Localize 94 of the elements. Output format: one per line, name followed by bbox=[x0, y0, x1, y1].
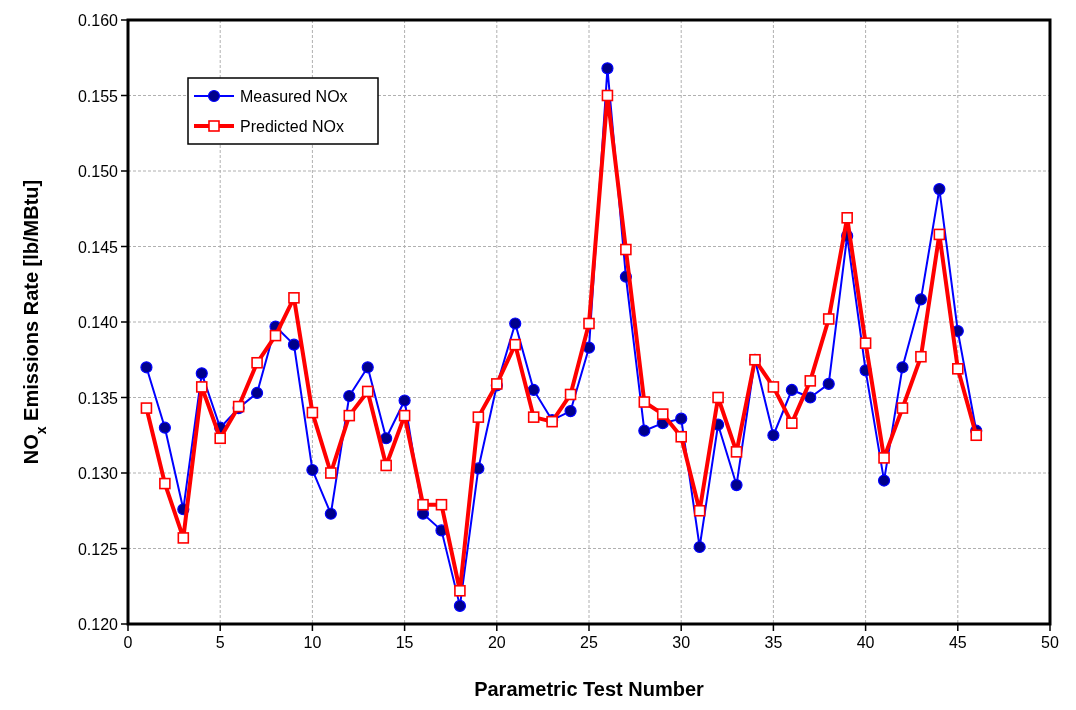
point bbox=[693, 540, 706, 554]
point bbox=[915, 350, 927, 363]
y-tick-label: 0.160 bbox=[77, 12, 119, 29]
point bbox=[177, 532, 190, 544]
legend-label: Measured NOx bbox=[240, 88, 348, 105]
x-tick-label: 40 bbox=[856, 634, 875, 651]
point bbox=[804, 375, 817, 387]
x-tick-label: 10 bbox=[303, 634, 322, 651]
point bbox=[583, 317, 595, 330]
point bbox=[933, 183, 946, 196]
point bbox=[878, 452, 890, 464]
point bbox=[952, 363, 964, 375]
point bbox=[251, 356, 263, 369]
point bbox=[527, 383, 540, 397]
point bbox=[582, 341, 596, 354]
x-tick-label: 50 bbox=[1041, 634, 1059, 651]
x-tick-label: 20 bbox=[487, 634, 506, 651]
point bbox=[398, 409, 411, 422]
point bbox=[269, 329, 282, 342]
point bbox=[140, 402, 153, 414]
point bbox=[472, 411, 485, 423]
point bbox=[877, 474, 891, 487]
point bbox=[509, 317, 522, 330]
point bbox=[287, 338, 301, 351]
point bbox=[140, 361, 153, 374]
point bbox=[509, 338, 522, 351]
point bbox=[380, 459, 392, 472]
point bbox=[841, 212, 853, 224]
point bbox=[601, 89, 614, 102]
point bbox=[324, 507, 337, 520]
point bbox=[786, 417, 798, 429]
point bbox=[896, 402, 909, 414]
point bbox=[896, 361, 909, 374]
y-tick-label: 0.120 bbox=[77, 616, 119, 633]
x-axis-title: Parametric Test Number bbox=[474, 678, 705, 700]
point bbox=[564, 404, 577, 418]
point bbox=[675, 412, 688, 425]
x-tick-label: 5 bbox=[215, 634, 225, 651]
point bbox=[288, 292, 300, 304]
y-tick-label: 0.150 bbox=[77, 163, 119, 180]
y-tick-label: 0.135 bbox=[77, 389, 119, 407]
point bbox=[767, 381, 780, 393]
point bbox=[343, 409, 356, 422]
point bbox=[914, 293, 928, 306]
point bbox=[656, 408, 669, 420]
point bbox=[822, 313, 835, 325]
point bbox=[306, 463, 319, 477]
point bbox=[380, 432, 393, 445]
point bbox=[159, 477, 171, 490]
point bbox=[638, 396, 651, 408]
point bbox=[214, 432, 226, 445]
point bbox=[675, 430, 687, 443]
point bbox=[361, 385, 374, 398]
x-tick-label: 35 bbox=[764, 634, 783, 651]
point bbox=[804, 391, 817, 404]
point bbox=[730, 478, 743, 492]
y-tick-label: 0.130 bbox=[77, 465, 119, 482]
point bbox=[970, 429, 983, 442]
point bbox=[620, 243, 632, 256]
point bbox=[343, 389, 356, 403]
x-tick-label: 30 bbox=[672, 634, 691, 651]
x-tick-label: 0 bbox=[123, 634, 133, 651]
y-tick-label: 0.145 bbox=[77, 238, 119, 256]
point bbox=[250, 386, 264, 400]
point bbox=[158, 421, 171, 434]
point bbox=[601, 62, 614, 75]
point bbox=[712, 391, 724, 404]
point bbox=[933, 228, 946, 241]
point bbox=[859, 337, 872, 349]
y-tick-label: 0.125 bbox=[77, 540, 119, 558]
point bbox=[398, 394, 411, 407]
point bbox=[435, 498, 448, 511]
point bbox=[306, 406, 319, 419]
y-tick-label: 0.155 bbox=[77, 87, 119, 105]
x-tick-label: 25 bbox=[580, 634, 598, 651]
point bbox=[417, 498, 429, 511]
point bbox=[453, 599, 467, 612]
point bbox=[693, 504, 706, 517]
point bbox=[564, 388, 577, 401]
x-tick-label: 15 bbox=[395, 634, 414, 651]
point bbox=[361, 361, 374, 374]
point bbox=[454, 584, 466, 597]
point bbox=[822, 377, 835, 391]
point bbox=[638, 424, 651, 437]
point bbox=[730, 446, 743, 458]
legend-label: Predicted NOx bbox=[240, 118, 345, 135]
point bbox=[767, 429, 780, 442]
point bbox=[785, 383, 798, 397]
y-tick-label: 0.140 bbox=[77, 314, 119, 331]
point bbox=[195, 367, 208, 380]
x-tick-label: 45 bbox=[948, 634, 967, 651]
point bbox=[527, 411, 540, 423]
point bbox=[195, 381, 208, 393]
point bbox=[325, 467, 337, 479]
